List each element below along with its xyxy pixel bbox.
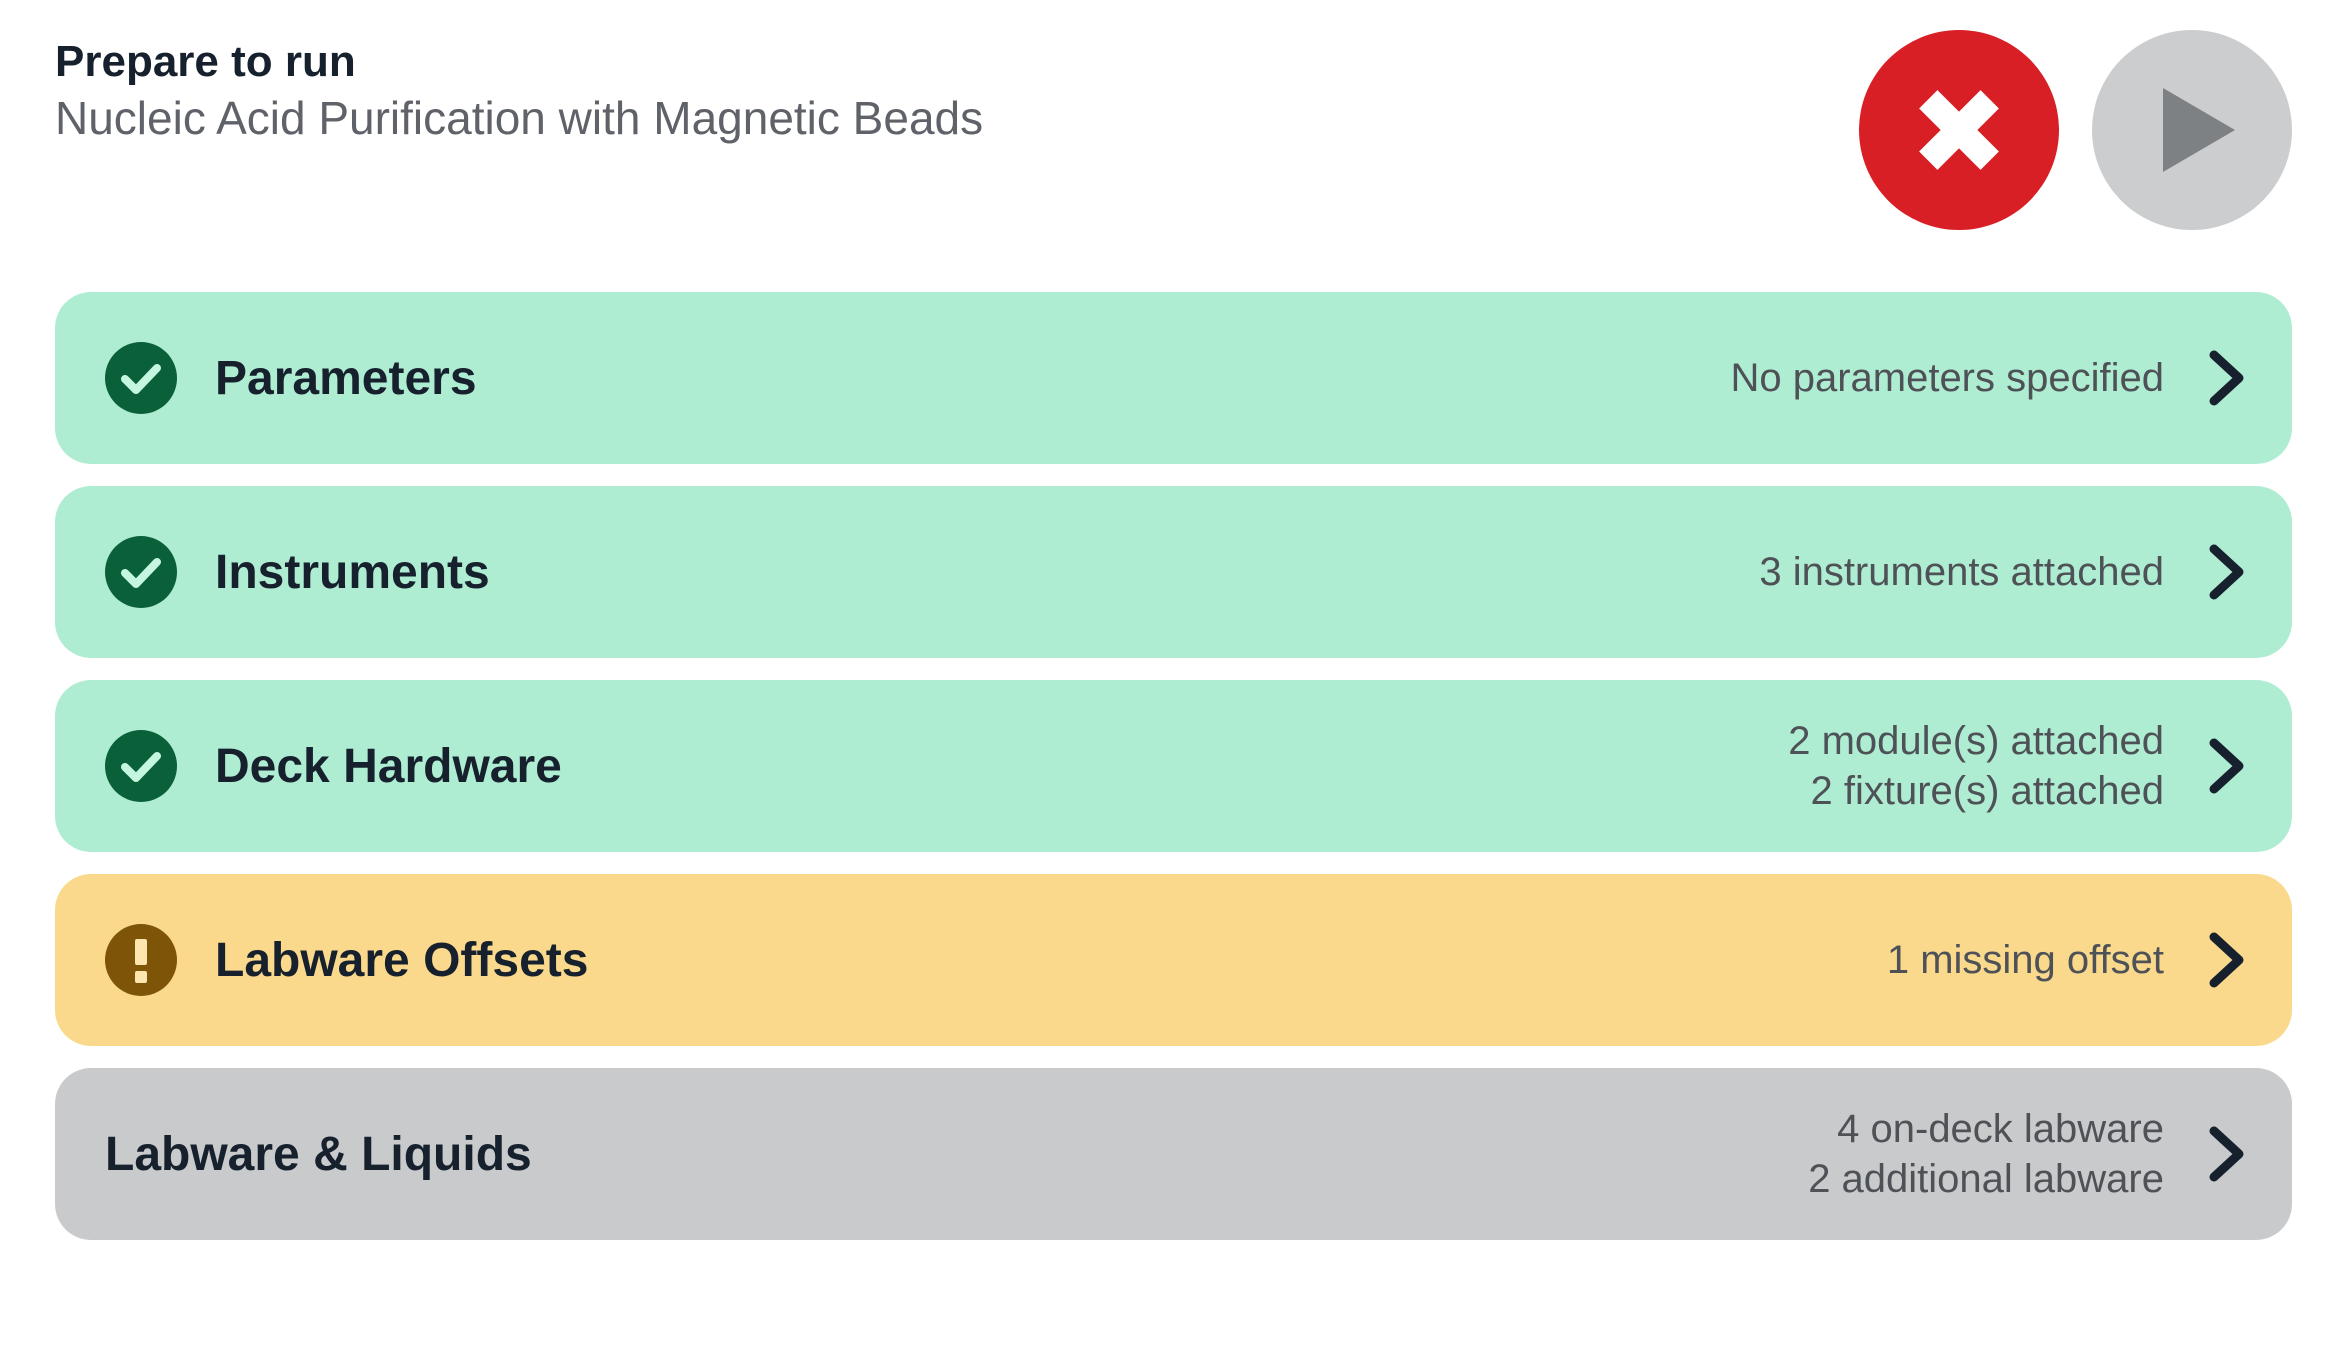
header: Prepare to run Nucleic Acid Purification… (55, 30, 2292, 230)
chevron-right-icon (2209, 544, 2244, 600)
step-label: Instruments (215, 545, 490, 599)
chevron-right-icon (2209, 738, 2244, 794)
setup-step-labware-offsets[interactable]: Labware Offsets 1 missing offset (55, 874, 2292, 1046)
step-status-text: 3 instruments attached (1759, 550, 2164, 594)
alert-circle-icon (105, 924, 177, 996)
step-right: 3 instruments attached (1759, 543, 2246, 601)
close-x-icon (1919, 90, 1999, 170)
chevron-right-icon (2209, 350, 2244, 406)
setup-step-labware-liquids[interactable]: Labware & Liquids 4 on-deck labware 2 ad… (55, 1068, 2292, 1240)
chevron-right-icon (2209, 1126, 2244, 1182)
check-circle-icon (105, 536, 177, 608)
play-icon (2163, 88, 2235, 172)
step-right: 2 module(s) attached 2 fixture(s) attach… (1788, 716, 2246, 816)
step-right: No parameters specified (1730, 349, 2246, 407)
step-status-text: 2 module(s) attached 2 fixture(s) attach… (1788, 719, 2164, 813)
step-label: Labware & Liquids (105, 1127, 532, 1181)
step-right: 1 missing offset (1887, 931, 2246, 989)
header-titles: Prepare to run Nucleic Acid Purification… (55, 30, 983, 147)
step-status-text: 1 missing offset (1886, 938, 2164, 982)
step-status-text: 4 on-deck labware 2 additional labware (1808, 1107, 2164, 1201)
setup-step-deck-hardware[interactable]: Deck Hardware 2 module(s) attached 2 fix… (55, 680, 2292, 852)
setup-step-parameters[interactable]: Parameters No parameters specified (55, 292, 2292, 464)
step-label: Labware Offsets (215, 933, 589, 987)
setup-step-instruments[interactable]: Instruments 3 instruments attached (55, 486, 2292, 658)
close-button[interactable] (1859, 30, 2059, 230)
step-label: Parameters (215, 351, 477, 405)
protocol-name: Nucleic Acid Purification with Magnetic … (55, 91, 984, 144)
step-right: 4 on-deck labware 2 additional labware (1808, 1104, 2246, 1204)
header-actions (1859, 30, 2292, 230)
step-label: Deck Hardware (215, 739, 562, 793)
step-status-text: No parameters specified (1730, 356, 2164, 400)
page-title: Prepare to run (55, 37, 356, 86)
setup-steps-list: Parameters No parameters specified Instr… (55, 292, 2292, 1240)
start-run-button[interactable] (2092, 30, 2292, 230)
check-circle-icon (105, 342, 177, 414)
check-circle-icon (105, 730, 177, 802)
chevron-right-icon (2209, 932, 2244, 988)
